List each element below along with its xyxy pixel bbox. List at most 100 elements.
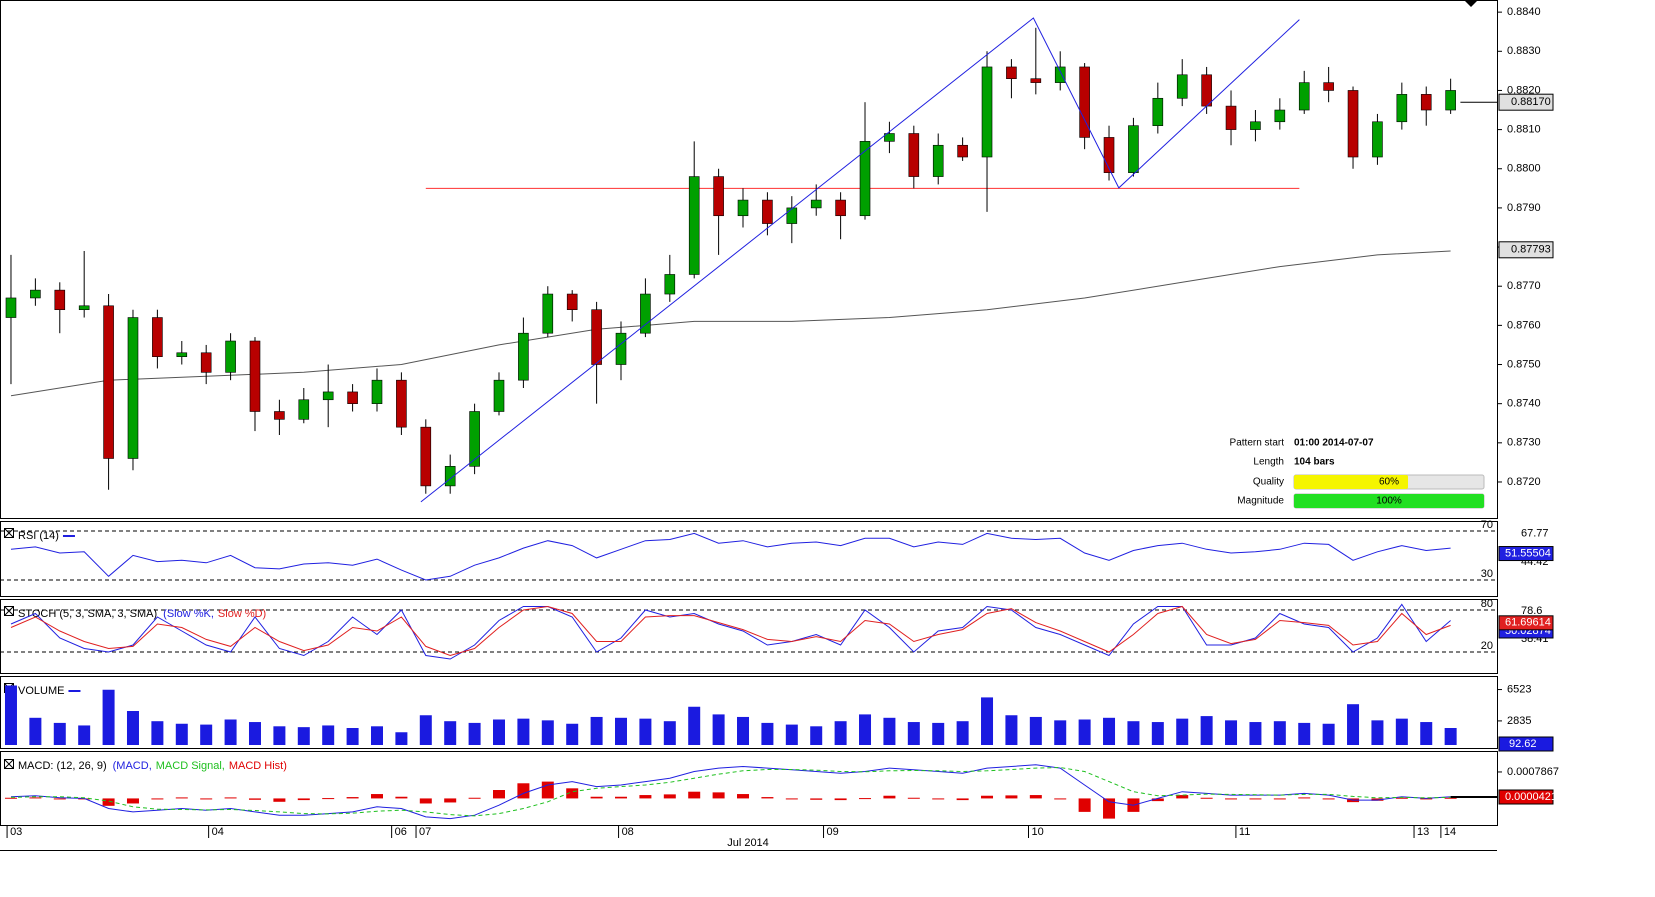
volume-bar [1249,722,1262,745]
histogram-bar [126,798,139,804]
panel-title: MACD: (12, 26, 9) [18,760,107,772]
y-scale-label: 78.6 [1521,605,1542,617]
info-value: 104 bars [1294,457,1335,468]
volume-bar [859,714,872,745]
histogram-bar [761,797,774,799]
last-value: 51.55504 [1505,547,1551,559]
candle-body [762,199,773,224]
x-tick-label: 04 [212,826,224,838]
y-scale-label: 67.77 [1521,528,1549,540]
volume-bar [468,722,481,745]
collapse-icon-cross [4,759,14,769]
histogram-bar [663,794,676,799]
histogram-bar [1151,798,1164,802]
volume-bar [517,718,530,745]
info-label: Pattern start [1230,438,1285,449]
volume-bar [639,718,652,745]
collapse-icon-cross [4,528,14,538]
volume-bar [1054,720,1067,745]
collapse-icon[interactable] [4,528,14,538]
y-tick-label: 0.8810 [1507,124,1541,136]
candle-body [542,293,554,334]
candle-body [566,293,578,311]
volume-bar [834,721,847,745]
info-value: 01:00 2014-07-07 [1294,438,1374,449]
collapse-icon[interactable] [4,759,14,769]
volume-bar [981,697,994,745]
y-tick-label: 0.8750 [1507,358,1541,370]
candle-body [884,133,895,142]
y-tick-label: 70 [1481,519,1493,531]
candle-body [249,340,261,412]
y-tick-label: 0.8830 [1507,45,1541,57]
last-value: 92.62 [1509,738,1537,750]
candle-body [54,289,66,311]
legend-entry: MACD Hist) [229,760,287,772]
collapse-icon[interactable] [4,606,14,616]
candle-body [932,144,944,177]
histogram-bar [224,797,237,799]
histogram-bar [419,798,432,804]
candle-body [493,379,505,412]
pattern-line [420,17,1300,503]
y-tick-label: 0.8800 [1507,163,1541,175]
candle-body [469,411,480,467]
volume-bar [883,717,896,745]
volume-bar [1298,722,1311,745]
histogram-bar [712,792,725,799]
candle-body [1201,74,1212,107]
histogram-bar [590,796,603,799]
volume-bar [737,716,750,745]
stoch-frame [0,599,1498,674]
volume-bar [932,722,945,745]
histogram-bar [883,795,896,799]
x-tick-label: 06 [395,826,407,838]
volume-bar [1103,717,1116,745]
macd-line [10,764,1451,820]
volume-bar [1347,704,1360,745]
volume-bar [1371,720,1384,745]
histogram-bar [444,798,457,803]
candle-body [78,305,90,311]
volume-bar [810,726,823,745]
volume-bar [1078,719,1091,745]
candle-body [1225,105,1237,130]
y-tick-label: 80 [1481,598,1493,610]
magnitude-bar [1294,494,1484,508]
histogram-bar [859,798,872,800]
rsi-frame [0,521,1498,597]
macd-line [10,766,1451,817]
x-tick-label: 14 [1444,826,1456,838]
candle-body [420,426,432,487]
volume-bar [1420,722,1433,745]
volume-bar [1127,721,1140,745]
histogram-bar [688,791,701,799]
histogram-bar [517,783,530,799]
info-label: Magnitude [1237,496,1284,507]
volume-bar [907,722,920,745]
candle-body [615,332,627,365]
last-value-box [1498,615,1554,631]
volume-bar [956,721,969,745]
volume-bar [1322,723,1335,745]
last-price-box [1498,93,1554,111]
volume-bar [273,726,286,745]
volume-bar [322,725,335,745]
histogram-bar [1322,798,1335,800]
y-tick-label: 0.8770 [1507,280,1541,292]
info-label: Length [1253,457,1284,468]
main-frame [0,0,1498,519]
candle-body [786,207,798,224]
volume-bar [444,721,457,745]
sma-last-label: 0.87793 [1511,244,1551,256]
volume-bar [1200,716,1213,745]
volume-bar [761,722,774,745]
candle-body [396,379,407,428]
candle-body [1298,82,1310,111]
volume-bar [1273,721,1286,745]
info-label: Quality [1253,477,1284,488]
legend-entry: (Slow %K, [163,608,214,620]
collapse-icon-cross [4,606,14,616]
indicator-line [10,603,1451,660]
